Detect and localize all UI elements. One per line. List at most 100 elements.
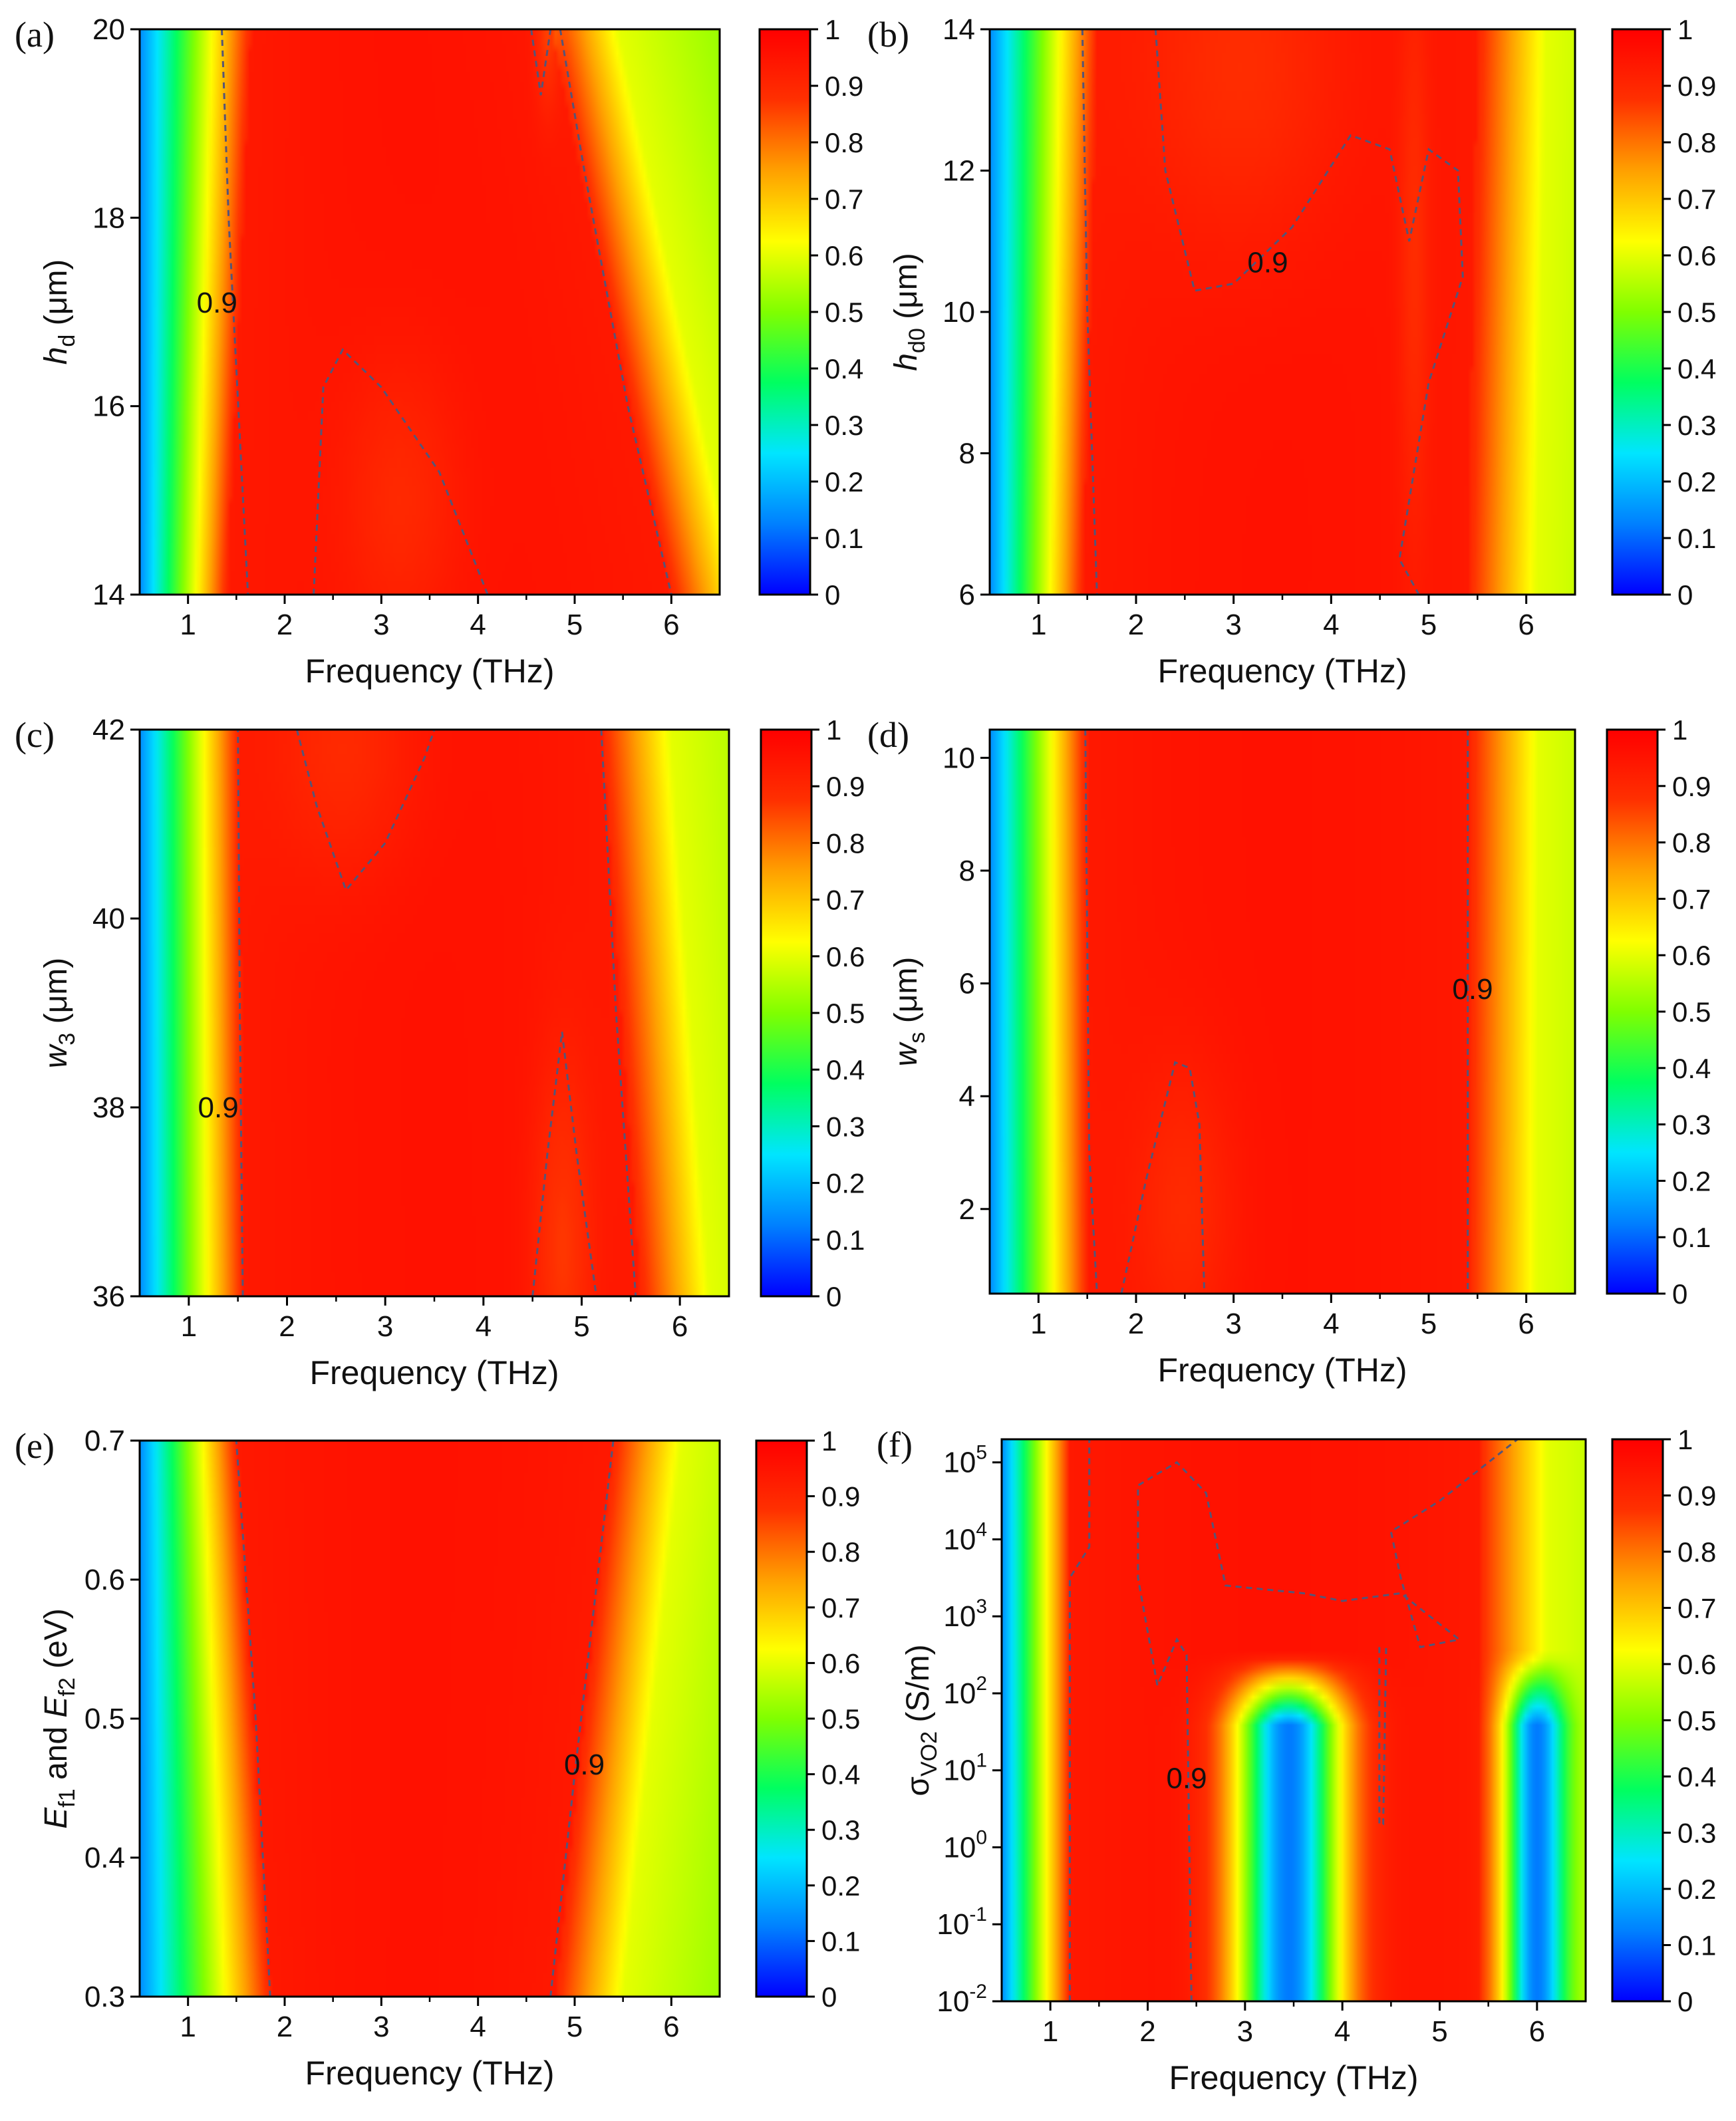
colorbar-tick-label: 0.5 [1672,996,1711,1028]
contour-line-0.9 [1120,1061,1206,1294]
contour-line-0.9 [1081,29,1098,595]
y-tick-label: 100 [943,1826,987,1864]
colorbar-tick-label: 0.7 [825,184,863,215]
contour-line-0.9 [1154,29,1464,595]
x-tick-label: 5 [1421,1308,1437,1340]
colorbar-tick-label: 0.5 [826,998,865,1029]
x-tick-label: 6 [663,609,679,641]
x-tick-label: 4 [1323,609,1339,641]
x-tick-label: 4 [470,609,486,641]
y-tick-label: 105 [943,1442,987,1479]
colorbar-tick-label: 0.8 [1677,127,1716,158]
colorbar-tick-label: 0.2 [821,1870,860,1902]
colorbar-tick-label: 0.9 [1677,71,1716,102]
colorbar-tick-label: 0.7 [1677,1593,1716,1624]
colorbar-tick-label: 0.1 [826,1224,865,1256]
y-tick-label: 0.6 [84,1564,125,1596]
y-tick-label: 101 [943,1750,987,1787]
colorbar-tick-label: 0.4 [1672,1053,1711,1084]
panel-letter: (f) [877,1425,913,1465]
colorbar-tick-label: 0.6 [821,1647,860,1679]
y-tick-label: 6 [959,579,975,611]
colorbar-tick-label: 0.9 [1672,771,1711,802]
colorbar-tick-label: 0.4 [1677,1761,1716,1792]
x-axis-label: Frequency (THz) [1169,2059,1418,2096]
colorbar-tick-label: 0.1 [825,523,863,554]
contour-label: 0.9 [564,1749,605,1781]
contour-label: 0.9 [197,287,237,319]
contour-line-0.9 [531,1032,598,1297]
colorbar-tick-label: 0.2 [825,466,863,497]
colorbar-tick-label: 0.4 [821,1759,860,1790]
x-tick-label: 5 [567,609,583,641]
heatmap-image [140,29,720,595]
colorbar-tick-label: 0.5 [825,297,863,328]
heatmap-image [990,29,1575,595]
x-tick-label: 3 [1225,609,1241,641]
y-axis-label: σVO2 (S/m) [901,1644,942,1796]
x-axis-label: Frequency (THz) [305,2054,554,2092]
colorbar [1611,28,1664,596]
contour-line-0.9 [237,729,244,1297]
contour-line-0.9 [1068,1439,1091,2001]
colorbar-tick-label: 0 [1677,1986,1693,2017]
y-tick-label: 2 [959,1193,975,1226]
y-tick-label: 102 [943,1673,987,1710]
x-tick-label: 1 [180,609,196,641]
colorbar-tick-label: 0.8 [1677,1536,1716,1568]
y-tick-label: 0.7 [84,1425,125,1457]
y-tick-label: 0.3 [84,1981,125,2013]
panel-letter: (c) [15,715,55,755]
y-tick-label: 6 [959,968,975,1000]
colorbar-tick-label: 0.8 [825,127,863,158]
colorbar-tick-label: 0.7 [826,885,865,916]
x-tick-label: 3 [373,2011,389,2043]
contour-line-0.9 [1084,729,1098,1294]
x-tick-label: 5 [567,2011,583,2043]
y-tick-label: 12 [942,155,975,188]
colorbar [760,728,813,1298]
heatmap-image [140,730,729,1296]
panel-letter: (d) [867,715,909,755]
colorbar-tick-label: 0.3 [826,1111,865,1142]
colorbar-tick-label: 0.9 [825,71,863,102]
x-tick-label: 3 [377,1310,393,1343]
colorbar [758,28,811,596]
colorbar-tick-label: 0.9 [1677,1481,1716,1512]
colorbar-tick-label: 0.5 [821,1703,860,1735]
colorbar-tick-label: 0.6 [1672,940,1711,971]
panel-a: 0.9 1 2 3 4 5 6 Frequency (THz) 14 16 18 20 hd (μm) (… [15,13,863,690]
x-tick-label: 2 [277,609,293,641]
contour-line-0.9 [1137,1438,1519,2002]
colorbar-tick-label: 1 [1672,714,1687,746]
colorbar-tick-label: 0.4 [826,1054,865,1085]
colorbar-tick-label: 1 [825,14,840,45]
panel-e: 0.9 1 2 3 4 5 6 Frequency (THz) 0.3 0.4 0.5 0.6 0.7 E… [15,1425,860,2092]
colorbar-tick-label: 0.9 [821,1481,860,1512]
colorbar [755,1439,808,1998]
x-tick-label: 6 [1518,609,1534,641]
colorbar-tick-label: 0.1 [1672,1222,1711,1253]
colorbar-tick-label: 0.3 [825,410,863,441]
y-tick-label: 14 [942,13,975,46]
colorbar-tick-label: 0.8 [826,827,865,859]
x-tick-label: 4 [470,2011,486,2043]
x-tick-label: 6 [1518,1308,1534,1340]
heatmap-image [1002,1439,1586,2001]
y-tick-label: 10-2 [937,1981,987,2018]
x-tick-label: 1 [180,2011,196,2043]
contour-line-0.9 [530,29,552,96]
colorbar-tick-label: 0.7 [821,1592,860,1624]
colorbar-tick-label: 0.3 [1677,1818,1716,1849]
colorbar-tick-label: 0.2 [826,1168,865,1199]
colorbar-tick-label: 0.4 [825,353,863,384]
x-tick-label: 3 [1237,2015,1253,2048]
colorbar-tick-label: 0 [1672,1278,1687,1310]
x-tick-label: 6 [672,1310,688,1343]
colorbar-tick-label: 1 [826,714,841,746]
contour-line-0.9 [235,1440,271,1997]
colorbar-tick-label: 0.3 [1672,1109,1711,1141]
y-tick-label: 103 [943,1596,987,1633]
contour-line-0.9 [559,29,672,595]
